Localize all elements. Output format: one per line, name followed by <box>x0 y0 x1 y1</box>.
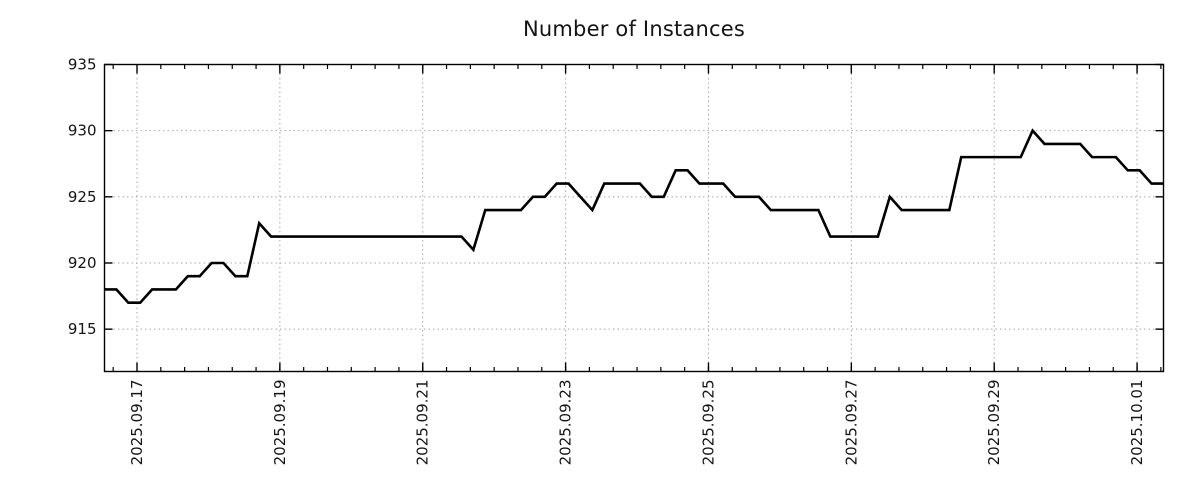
plot-border <box>103 63 1165 373</box>
y-tick-label: 925 <box>68 188 97 206</box>
x-tick-label: 2025.09.17 <box>128 380 146 466</box>
x-tick-label: 2025.10.01 <box>1128 380 1146 466</box>
x-tick-label: 2025.09.29 <box>985 380 1003 466</box>
y-tick-label: 930 <box>68 122 97 140</box>
chart-title: Number of Instances <box>522 17 745 41</box>
y-tick-label: 920 <box>68 254 97 272</box>
y-tick-label: 915 <box>68 320 97 338</box>
x-tick-label: 2025.09.27 <box>842 380 860 466</box>
x-tick-label: 2025.09.21 <box>414 380 432 466</box>
series-line <box>104 128 1164 304</box>
x-tick-label: 2025.09.23 <box>557 380 575 466</box>
x-tick-label: 2025.09.25 <box>699 380 717 466</box>
x-tick-label: 2025.09.19 <box>271 380 289 466</box>
y-tick-label: 935 <box>68 56 97 74</box>
